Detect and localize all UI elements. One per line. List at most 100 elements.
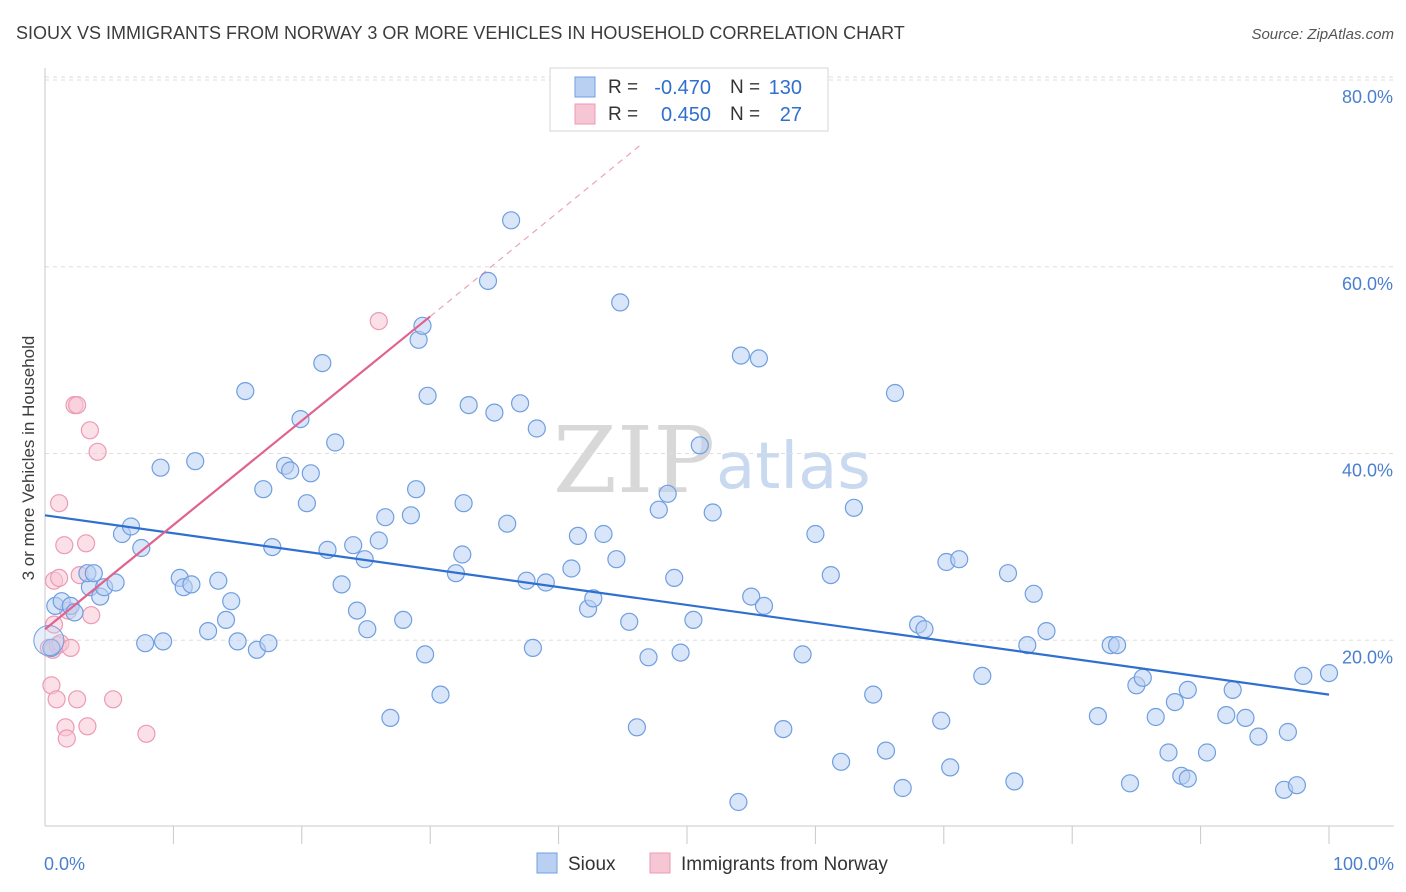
sioux-point	[358, 620, 377, 639]
sioux-point	[1165, 692, 1185, 712]
chart-title: SIOUX VS IMMIGRANTS FROM NORWAY 3 OR MOR…	[16, 23, 905, 43]
sioux-point	[297, 494, 316, 513]
norway-point	[55, 536, 74, 555]
norway-point	[369, 312, 388, 331]
x-tick-label-min: 0.0%	[44, 854, 85, 874]
watermark: ZIP atlas	[553, 407, 871, 514]
norway-point	[49, 568, 69, 588]
sioux-point	[729, 792, 748, 812]
norway-point	[76, 534, 96, 553]
bottom-legend-swatch-sioux	[536, 852, 558, 874]
sioux-point	[106, 573, 125, 592]
sioux-point	[658, 484, 677, 503]
sioux-point	[1120, 774, 1140, 793]
norway-points	[39, 312, 388, 748]
legend-swatch-norway	[574, 103, 596, 125]
sioux-point	[594, 524, 613, 544]
sioux-point	[885, 383, 905, 403]
sioux-point	[821, 565, 840, 585]
sioux-point	[627, 718, 647, 737]
sioux-point	[754, 596, 774, 616]
legend-n-label-sioux: N =	[730, 77, 760, 98]
sioux-point	[369, 531, 388, 550]
sioux-point	[665, 568, 684, 588]
sioux-point	[998, 564, 1018, 583]
sioux-point	[418, 386, 437, 405]
norway-point	[57, 729, 76, 748]
sioux-point	[864, 685, 883, 704]
sioux-point	[347, 601, 367, 620]
sioux-point	[1178, 769, 1197, 788]
sioux-point	[209, 571, 228, 590]
watermark-zip: ZIP	[553, 407, 715, 514]
sioux-point	[639, 648, 658, 667]
bottom-legend-swatch-norway	[649, 852, 671, 874]
sioux-point	[186, 452, 205, 471]
sioux-point	[932, 711, 951, 730]
norway-point	[82, 606, 101, 625]
sioux-point	[281, 461, 300, 480]
sioux-point	[228, 632, 247, 651]
sioux-point	[1159, 743, 1178, 762]
sioux-point	[876, 741, 896, 760]
sioux-point	[313, 354, 332, 373]
sioux-point	[199, 621, 218, 641]
sioux-point	[502, 211, 521, 230]
sioux-point	[136, 634, 155, 653]
sioux-point	[394, 610, 413, 630]
sioux-point	[1223, 680, 1242, 700]
sioux-point	[1037, 621, 1056, 641]
sioux-point	[454, 494, 473, 513]
sioux-point	[326, 433, 345, 452]
sioux-point	[1146, 707, 1165, 727]
y-tick-label: 60.0%	[1342, 274, 1393, 294]
sioux-point	[301, 464, 320, 483]
sioux-point	[154, 632, 173, 651]
norway-point	[137, 724, 156, 743]
y-tick-labels: 20.0% 40.0% 60.0% 80.0%	[1342, 87, 1393, 667]
y-axis-label: 3 or more Vehicles in Household	[19, 336, 38, 581]
sioux-point	[376, 508, 395, 527]
sioux-point	[1005, 772, 1024, 791]
sioux-point	[182, 575, 201, 594]
watermark-atlas: atlas	[716, 430, 871, 504]
sioux-point	[611, 293, 630, 312]
sioux-point	[381, 708, 400, 728]
sioux-point	[1088, 706, 1108, 726]
sioux-point	[431, 685, 450, 704]
sioux-point	[973, 666, 992, 686]
sioux-point	[478, 271, 498, 290]
sioux-point	[1278, 722, 1298, 742]
norway-point	[67, 396, 87, 415]
x-axis-ticks	[172, 826, 1330, 844]
sioux-point	[1294, 666, 1313, 686]
sioux-point	[1249, 727, 1268, 746]
legend-n-value-sioux: 130	[769, 77, 802, 99]
sioux-point	[416, 645, 435, 664]
sioux-point	[527, 419, 546, 438]
sioux-points	[33, 211, 1339, 812]
sioux-point	[607, 550, 626, 569]
sioux-point	[498, 514, 517, 533]
sioux-point	[151, 458, 170, 477]
legend-n-label-norway: N =	[730, 104, 760, 125]
sioux-point	[401, 506, 420, 525]
sioux-point	[132, 538, 151, 558]
y-tick-label: 20.0%	[1342, 647, 1393, 667]
chart-source: Source: ZipAtlas.com	[1251, 26, 1394, 43]
sioux-point	[222, 592, 241, 611]
norway-point	[49, 494, 69, 513]
stats-legend: R = -0.470 N = 130 R = 0.450 N = 27	[549, 67, 829, 132]
sioux-point	[291, 410, 310, 429]
sioux-point	[793, 645, 812, 664]
sioux-point	[1197, 743, 1217, 762]
bottom-legend-label-sioux: Sioux	[568, 854, 616, 875]
stats-legend-box	[549, 67, 829, 132]
bottom-legend-label-norway: Immigrants from Norway	[681, 854, 888, 875]
sioux-point	[485, 403, 504, 422]
sioux-point	[1217, 705, 1236, 725]
sioux-point	[731, 346, 751, 365]
sioux-point	[1133, 668, 1152, 687]
sioux-point	[236, 382, 255, 401]
legend-r-value-norway: 0.450	[661, 104, 711, 126]
